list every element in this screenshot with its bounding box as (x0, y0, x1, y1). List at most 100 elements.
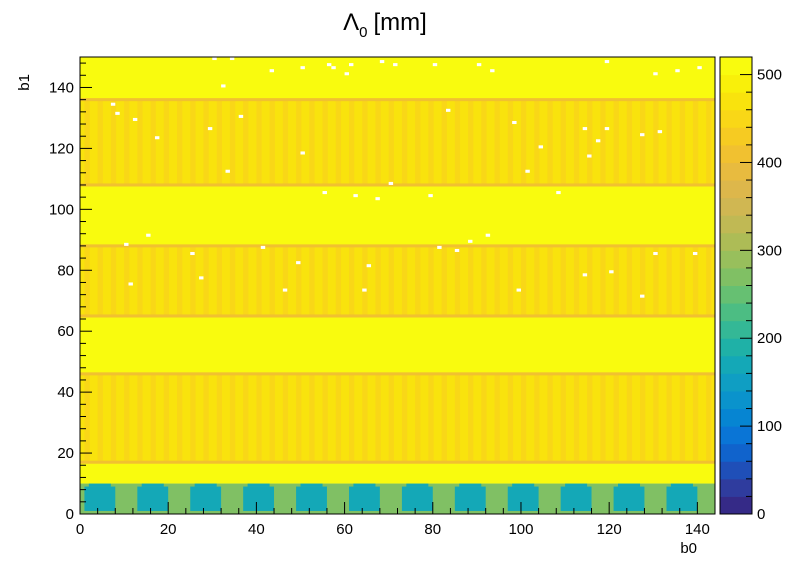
color-bar-segment (720, 355, 752, 374)
heatmap-stripe (468, 99, 474, 185)
heatmap-stripe (573, 99, 580, 185)
heatmap-empty-bin (229, 57, 235, 61)
heatmap-stripe (507, 373, 514, 463)
color-bar-segment (720, 443, 752, 462)
heatmap-stripe (441, 245, 447, 316)
y-tick-label: 20 (57, 445, 74, 462)
heatmap-stripe (309, 373, 315, 463)
heatmap-stripe (203, 99, 209, 185)
heatmap-stripe (454, 373, 461, 463)
heatmap-empty-bin (657, 130, 663, 134)
heatmap-empty-bin (432, 63, 438, 67)
heatmap-stripe (640, 99, 646, 185)
heatmap-boundary-row (80, 244, 715, 248)
heatmap-block (88, 483, 111, 487)
heatmap-stripe (520, 99, 527, 185)
heatmap-cells (80, 57, 715, 514)
heatmap-stripe (653, 99, 659, 185)
heatmap-empty-bin (653, 251, 658, 256)
heatmap-empty-bin (344, 72, 349, 76)
heatmap-stripe (401, 373, 408, 463)
heatmap-stripe (415, 99, 421, 185)
heatmap-empty-bin (207, 127, 213, 131)
heatmap-stripe (481, 245, 487, 316)
heatmap-stripe (137, 245, 143, 316)
color-bar-segment (720, 461, 752, 480)
heatmap-boundary-row (80, 183, 715, 187)
heatmap-stripe (560, 373, 566, 463)
color-bar-segment (720, 426, 752, 445)
heatmap-empty-bin (146, 233, 151, 237)
x-axis: 0 20 40 60 80 100 120 140 (76, 502, 716, 538)
heatmap-empty-bin (282, 288, 288, 292)
x-tick-label: 120 (597, 521, 622, 538)
heatmap-empty-bin (353, 194, 358, 198)
heatmap-stripe (322, 99, 328, 185)
color-bar-segment (720, 267, 752, 286)
color-bar-segment (720, 215, 752, 234)
heatmap-stripe (243, 373, 249, 463)
heatmap-stripe (679, 99, 686, 185)
heatmap-stripe (520, 373, 527, 463)
heatmap-stripe (269, 245, 275, 316)
heatmap-empty-bin (260, 245, 266, 249)
heatmap-stripe (560, 245, 566, 316)
heatmap-stripe (348, 245, 355, 316)
heatmap-stripe (110, 245, 117, 316)
heatmap-stripe (269, 373, 275, 463)
heatmap-empty-bin (582, 127, 588, 131)
heatmap-empty-bin (296, 261, 301, 265)
heatmap-stripe (243, 245, 249, 316)
heatmap-stripe (428, 245, 434, 316)
heatmap-stripe (137, 373, 143, 463)
heatmap-stripe (428, 373, 434, 463)
heatmap-stripe (679, 245, 686, 316)
heatmap-block (459, 483, 482, 487)
heatmap-block (243, 486, 275, 511)
heatmap-stripe (309, 245, 315, 316)
heatmap-block (454, 486, 486, 511)
heatmap-stripe (229, 245, 236, 316)
heatmap-stripe (296, 99, 302, 185)
heatmap-stripe (388, 245, 394, 316)
heatmap-stripe (454, 245, 461, 316)
heatmap-stripe (110, 99, 117, 185)
heatmap-stripe (84, 373, 90, 463)
color-bar-segment (720, 408, 752, 427)
heatmap-stripe (256, 99, 262, 185)
heatmap-empty-bin (538, 145, 544, 149)
heatmap-empty-bin (604, 127, 610, 131)
heatmap-stripe (190, 373, 196, 463)
heatmap-block (670, 483, 693, 487)
heatmap-band (80, 315, 715, 374)
heatmap-stripe (626, 245, 633, 316)
heatmap-empty-bin (512, 120, 517, 125)
heatmap-empty-bin (326, 63, 332, 67)
heatmap-empty-bin (225, 169, 230, 173)
heatmap-boundary-row (80, 98, 715, 102)
heatmap-block (406, 483, 429, 487)
heatmap-stripe (600, 245, 606, 316)
color-bar-segment (720, 180, 752, 199)
heatmap-empty-bin (362, 288, 367, 292)
heatmap-band (80, 245, 715, 316)
heatmap-stripe (415, 373, 421, 463)
heatmap-empty-bin (388, 181, 394, 185)
heatmap-block (137, 486, 169, 511)
heatmap-stripe (243, 99, 249, 185)
heatmap-stripe (362, 373, 368, 463)
heatmap-stripe (84, 99, 90, 185)
heatmap-stripe (163, 245, 170, 316)
x-tick-label: 140 (685, 521, 710, 538)
heatmap-stripe (481, 99, 487, 185)
heatmap-boundary-row (80, 460, 715, 464)
heatmap-stripe (507, 245, 514, 316)
heatmap-stripe (124, 373, 130, 463)
heatmap-block (300, 483, 323, 487)
heatmap-stripe (626, 373, 633, 463)
heatmap-stripe (216, 245, 222, 316)
z-tick-label: 100 (757, 418, 782, 435)
heatmap-empty-bin (556, 191, 561, 195)
color-bar-axis: 0 100 200 300 400 500 (740, 56, 782, 523)
